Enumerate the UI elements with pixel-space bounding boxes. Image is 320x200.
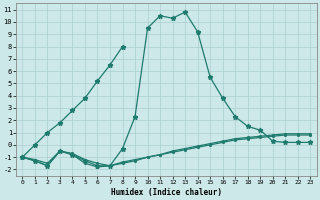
X-axis label: Humidex (Indice chaleur): Humidex (Indice chaleur) — [111, 188, 222, 197]
